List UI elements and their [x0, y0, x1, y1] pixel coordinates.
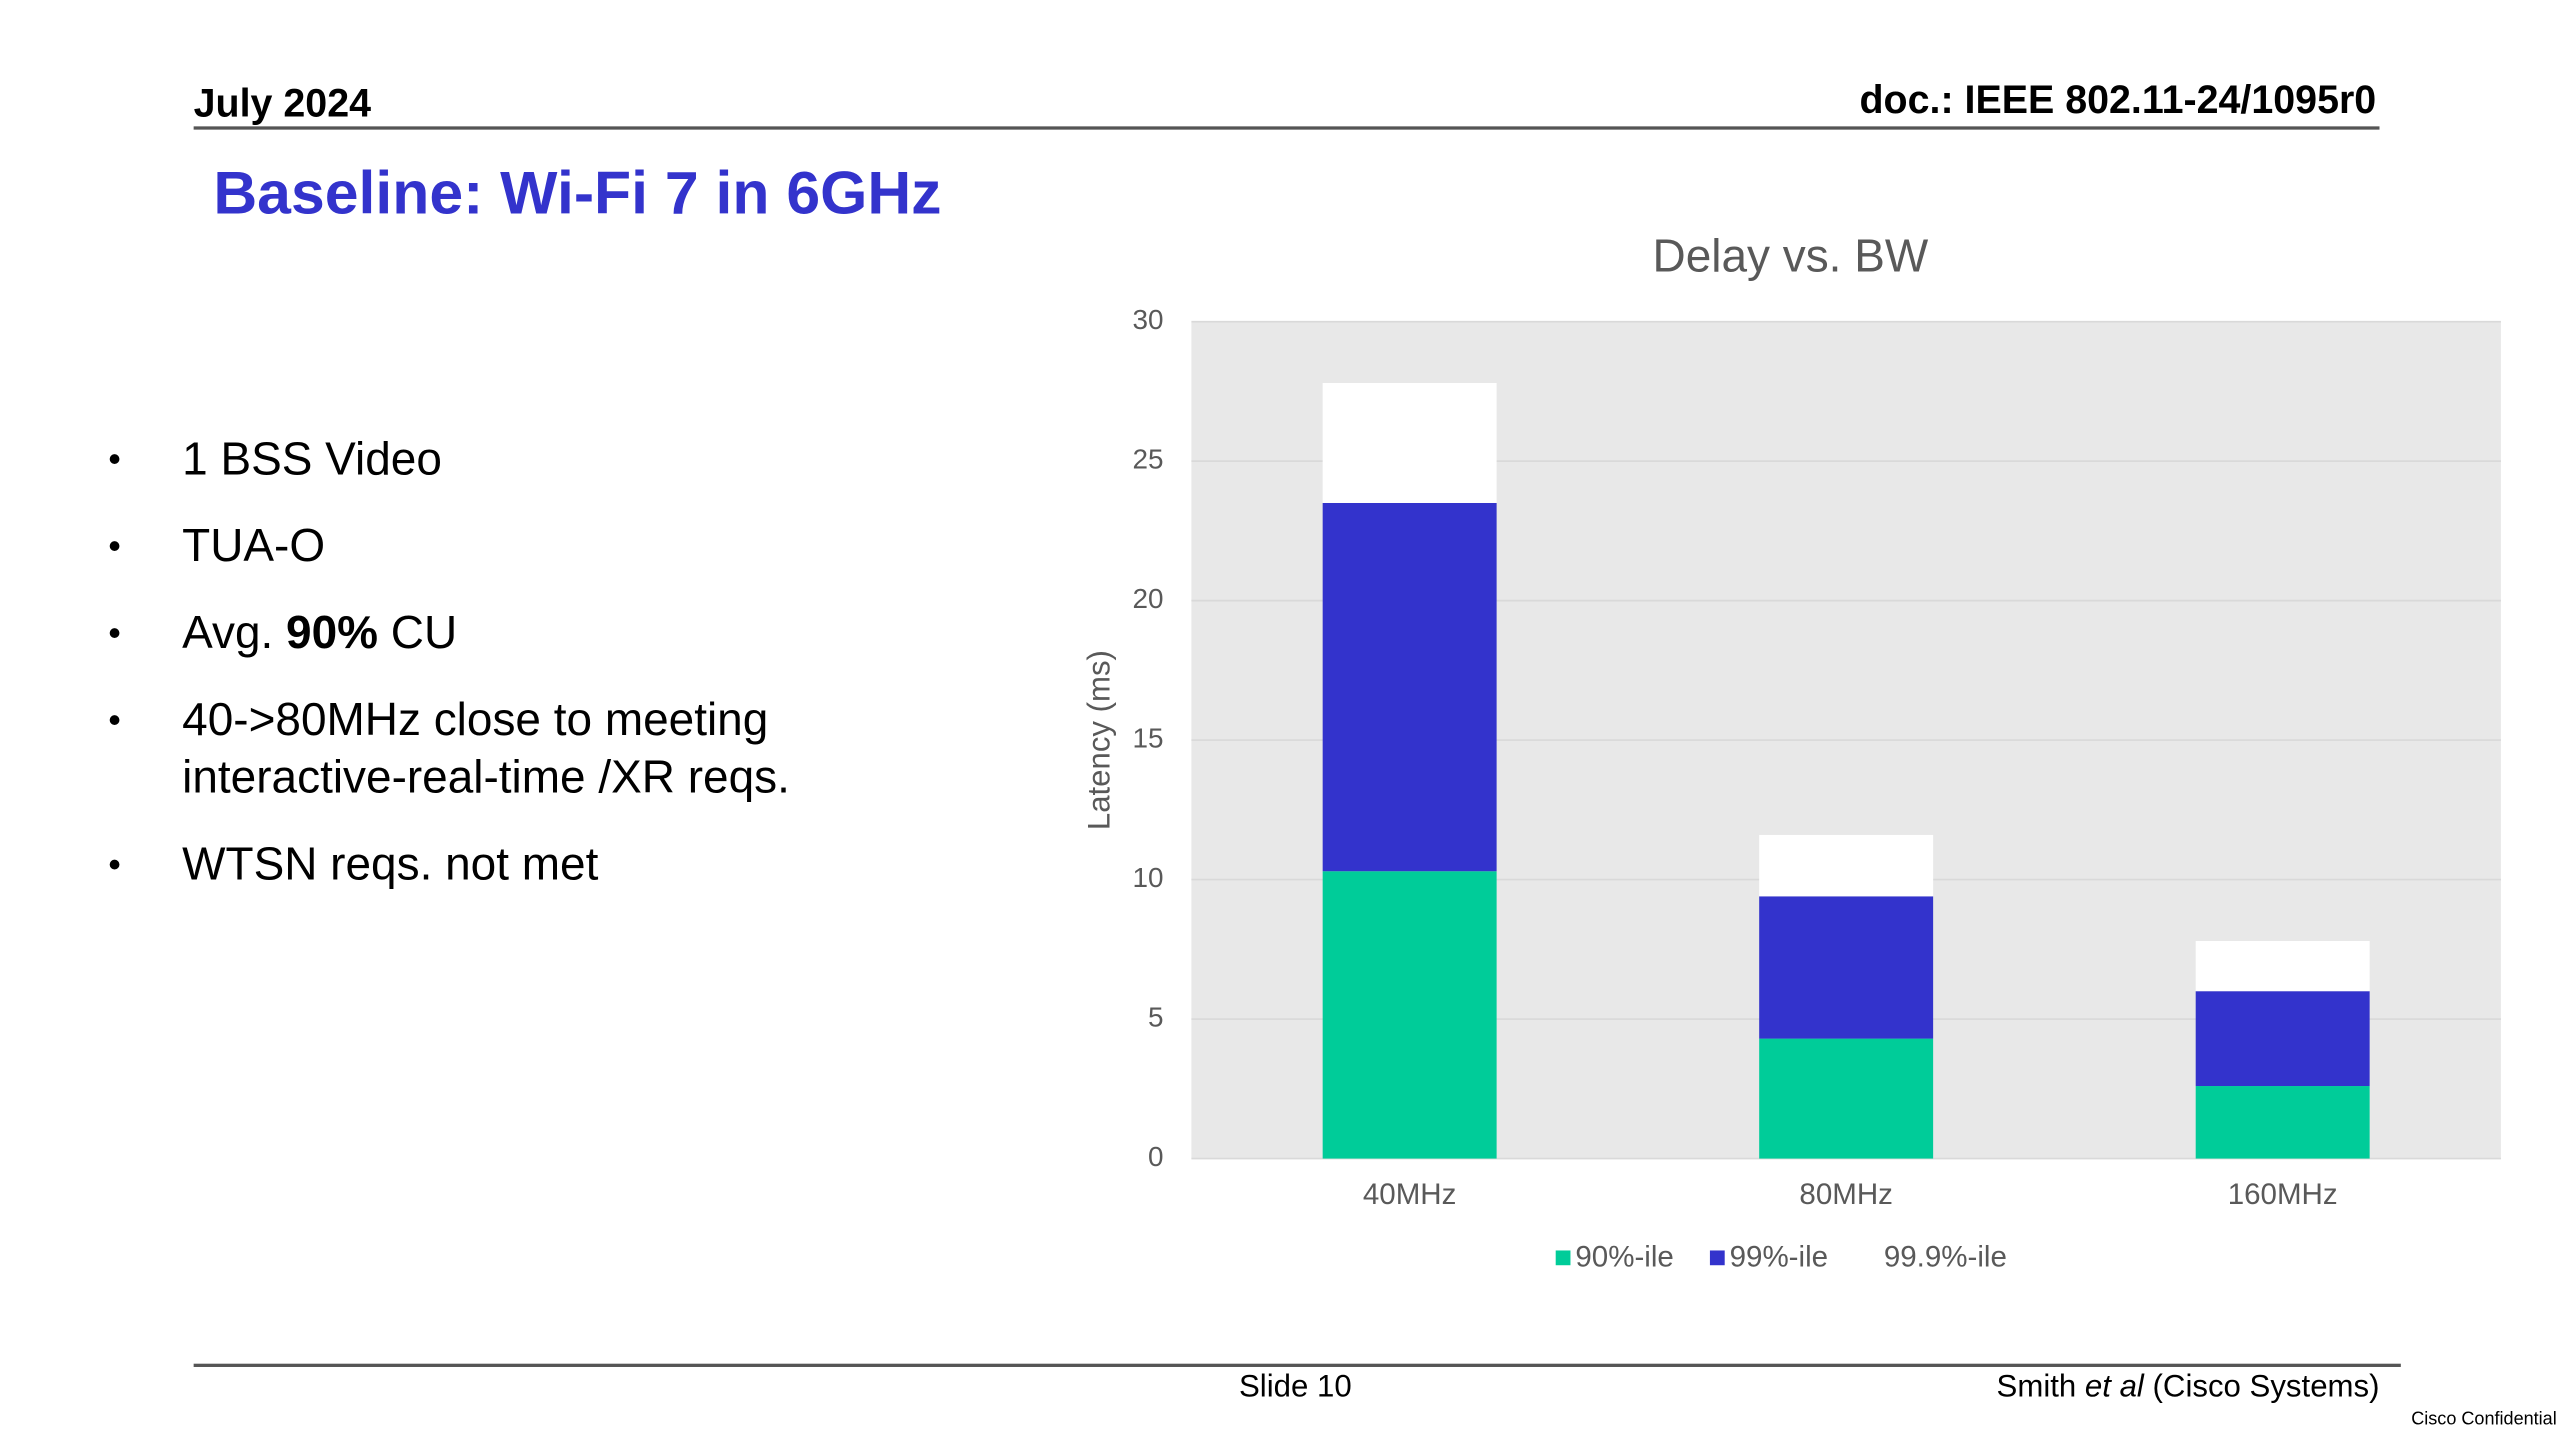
- bar-segment: [1322, 383, 1497, 503]
- y-axis-label: Latency (ms): [1081, 650, 1116, 830]
- legend-swatch: [1864, 1250, 1879, 1266]
- legend-label: 90%-ile: [1575, 1240, 1673, 1273]
- y-tick-label: 20: [1132, 583, 1163, 614]
- slide-title: Baseline: Wi-Fi 7 in 6GHz: [213, 159, 942, 227]
- footer-author: Smith et al (Cisco Systems): [1997, 1370, 2380, 1406]
- y-tick-label: 10: [1132, 862, 1163, 893]
- legend-label: 99.9%-ile: [1884, 1240, 2007, 1273]
- y-tick-label: 30: [1132, 304, 1163, 335]
- text-run: TUA-O: [182, 520, 326, 572]
- header-doc: doc.: IEEE 802.11-24/1095r0: [1859, 78, 2377, 124]
- text-run: (Cisco Systems): [2143, 1370, 2380, 1405]
- bullet: Avg. 90% CU: [102, 604, 791, 661]
- bullet-list: 1 BSS Video TUA-O Avg. 90% CU 40->80MHz clo…: [102, 430, 791, 922]
- y-tick-label: 0: [1148, 1141, 1164, 1172]
- bullet: 1 BSS Video: [102, 430, 791, 487]
- text-run: 1 BSS Video: [182, 433, 442, 485]
- y-tick-label: 25: [1132, 444, 1163, 475]
- bullet: TUA-O: [102, 517, 791, 574]
- bar-segment: [2195, 991, 2370, 1087]
- y-tick-label: 15: [1132, 722, 1163, 753]
- legend-swatch: [1555, 1250, 1571, 1266]
- text-run: Avg.: [182, 607, 287, 659]
- bar-segment: [2195, 940, 2370, 992]
- legend-swatch: [1709, 1250, 1725, 1266]
- bullet: 40->80MHz close to meeting interactive-r…: [102, 691, 791, 806]
- header-rule: [193, 126, 2380, 130]
- bar-segment: [1759, 1038, 1934, 1159]
- text-run: 40->80MHz close to meeting interactive-r…: [182, 694, 790, 803]
- text-run: 90%: [286, 607, 379, 659]
- chart-title: Delay vs. BW: [1653, 229, 1929, 281]
- header-date: July 2024: [193, 82, 372, 127]
- footer-confidential: Cisco Confidential: [2411, 1409, 2557, 1430]
- x-tick-label: 80MHz: [1799, 1178, 1893, 1211]
- y-tick-label: 5: [1148, 1001, 1164, 1032]
- bar-segment: [1759, 896, 1934, 1039]
- text-run: Smith: [1996, 1370, 2085, 1405]
- footer-rule: [193, 1363, 2401, 1367]
- bar-segment: [2195, 1086, 2370, 1159]
- text-run: CU: [378, 607, 458, 659]
- text-run: et al: [2084, 1370, 2144, 1405]
- x-tick-label: 40MHz: [1363, 1178, 1457, 1211]
- bar-segment: [1759, 834, 1934, 897]
- bar-segment: [1322, 502, 1497, 872]
- text-run: WTSN reqs. not met: [182, 838, 599, 890]
- bar-segment: [1322, 871, 1497, 1159]
- legend-label: 99%-ile: [1730, 1240, 1828, 1273]
- footer-slide: Slide 10: [1238, 1370, 1352, 1405]
- x-tick-label: 160MHz: [2228, 1178, 2338, 1211]
- bullet: WTSN reqs. not met: [102, 835, 791, 892]
